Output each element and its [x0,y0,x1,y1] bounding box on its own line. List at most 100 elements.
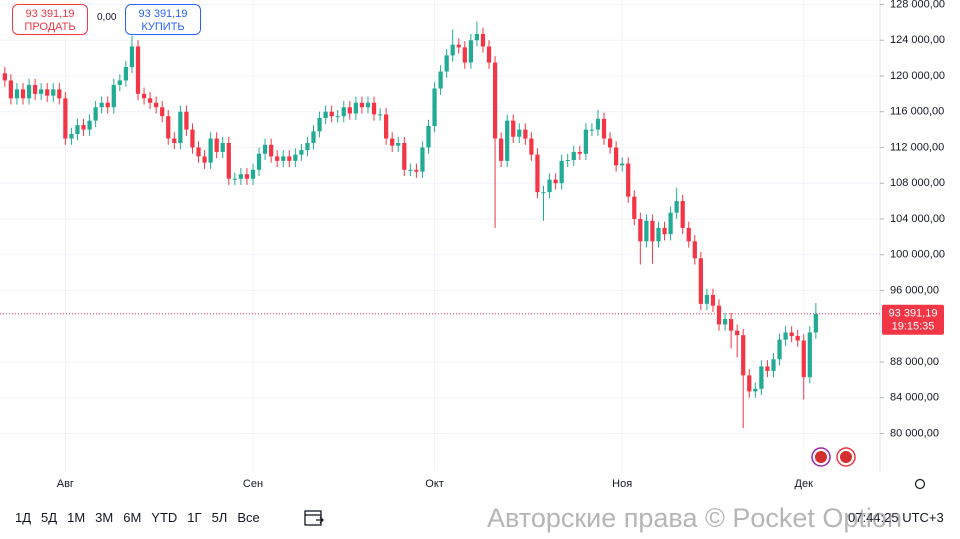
candle-body [771,359,776,371]
candle-body [716,305,722,325]
candle-body [795,336,800,341]
sell-price: 93 391,19 [25,8,75,20]
y-tick-label: 112 000,00 [890,141,944,153]
candle-body [87,120,92,130]
candle-body [75,125,80,135]
candle-body [269,144,274,157]
candle-body [632,196,637,219]
candle-body [299,150,304,155]
candle-body [238,174,243,179]
candle-body [2,73,7,81]
date-range-icon[interactable] [302,507,326,529]
candle-body [626,163,631,197]
candle-body [8,80,14,99]
timeframe-button[interactable]: 1Г [187,510,202,525]
candle-body [656,227,661,242]
candle-body [281,156,286,161]
candle-body [147,98,153,103]
candle-body [250,169,256,179]
timeframe-bar: 1Д 5Д 1М 3М 6М YTD 1Г 5Л Все [10,508,265,527]
price-tag-bg [882,304,944,335]
candle-body [559,160,564,184]
x-tick-label: Окт [425,478,444,490]
x-tick-label: Ноя [612,478,632,490]
candle-body [154,102,159,108]
candle-body [753,388,758,392]
timeframe-button[interactable]: 5Д [41,510,58,525]
candle-body [783,332,788,340]
buy-price: 93 391,19 [138,8,188,20]
timeframe-button[interactable]: YTD [151,510,178,525]
candle-body [662,227,667,235]
y-tick-label: 104 000,00 [890,213,945,225]
candle-body [813,313,818,333]
candle-body [184,111,189,130]
candle-body [553,179,558,184]
candle-body [710,294,716,306]
candle-body [214,138,219,152]
candle-body [135,46,141,94]
candle-body [614,147,619,166]
candle-body [583,129,588,154]
candle-body [777,339,782,360]
candle-body [390,138,395,146]
candle-body [287,156,292,161]
candle-body [232,178,237,180]
candle-body [123,67,129,81]
timeframe-button[interactable]: 1Д [15,510,32,525]
timeframe-button[interactable]: 1М [67,510,86,525]
timeframe-button[interactable]: 6М [123,510,142,525]
candle-body [529,138,534,155]
candle-body [741,335,746,376]
candle-body [571,151,576,160]
candle-body [728,319,734,331]
price-tag-label: 93 391,19 [889,308,938,320]
candle-body [371,102,377,115]
candle-body [450,44,455,56]
candle-body [499,138,504,161]
settings-icon[interactable] [914,478,926,490]
candle-body [589,129,595,131]
candle-body [166,116,171,139]
timeframe-button[interactable]: Все [237,510,260,525]
candle-body [226,142,231,179]
watermark: Авторские права © Pocket Option [487,503,902,533]
candle-body [196,147,201,157]
candle-body [698,258,703,304]
candle-body [456,44,461,48]
candle-body [674,201,679,213]
y-tick-label: 88 000,00 [890,356,939,368]
x-tick-label: Авг [57,478,74,490]
candle-body [523,129,528,139]
buy-button[interactable]: 93 391,19 КУПИТЬ [125,4,201,35]
candle-body [432,88,437,127]
candle-body [535,154,540,193]
candle-body [480,33,486,47]
sell-button[interactable]: 93 391,19 ПРОДАТЬ [12,4,88,35]
candle-body [511,120,516,137]
candle-body [341,107,346,117]
flag [815,451,827,463]
candle-body [63,98,68,139]
timeframe-button[interactable]: 5Л [211,510,228,525]
candle-body [638,218,643,242]
candle-body [172,138,177,143]
y-tick-label: 128 000,00 [890,0,945,10]
candle-body [160,107,165,117]
buy-label: КУПИТЬ [141,21,185,33]
candle-body [462,47,467,63]
candle-body [414,169,419,172]
candle-body [347,107,352,114]
candle-body [32,84,38,94]
candle-body [722,319,728,325]
candle-body [323,111,328,118]
flag [840,451,852,463]
candle-body [486,46,492,63]
timeframe-button[interactable]: 3М [95,510,114,525]
x-tick-label: Дек [795,478,814,490]
candle-body [692,241,697,259]
candle-body [680,201,685,228]
candle-body [541,192,546,194]
candle-body [505,120,510,161]
candle-body [807,332,812,378]
